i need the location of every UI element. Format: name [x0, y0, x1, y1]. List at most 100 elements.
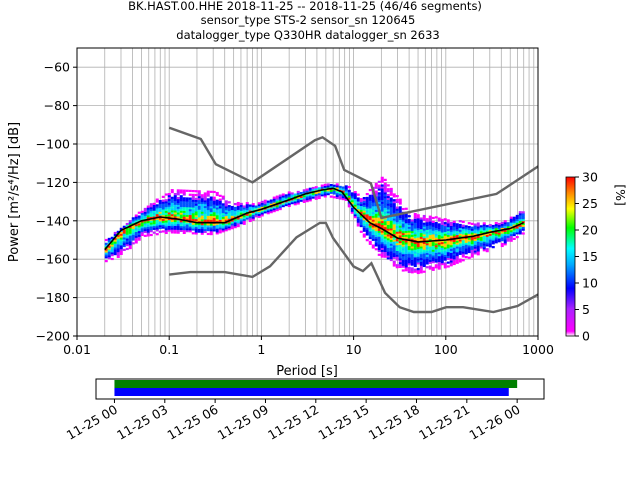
heatmap-cell [377, 215, 381, 218]
heatmap-cell [233, 220, 237, 223]
heatmap-cell [152, 204, 156, 207]
heatmap-cell [407, 245, 411, 249]
heatmap-cell [167, 202, 171, 205]
heatmap-cell [278, 207, 282, 211]
heatmap-cell [212, 198, 216, 201]
heatmap-cell [293, 201, 297, 204]
heatmap-cell [182, 231, 186, 235]
heatmap-cell [431, 255, 435, 258]
heatmap-cell [512, 232, 516, 235]
heatmap-cell [236, 213, 240, 216]
heatmap-cell [158, 223, 162, 226]
heatmap-cell [161, 199, 165, 202]
heatmap-cell [500, 235, 504, 238]
heatmap-cell [446, 225, 450, 228]
heatmap-cell [425, 246, 429, 250]
heatmap-cell [134, 216, 138, 219]
heatmap-cell [155, 210, 159, 213]
heatmap-cell [194, 222, 198, 225]
heatmap-cell [230, 227, 234, 230]
heatmap-cell [188, 216, 192, 219]
heatmap-cell [140, 224, 144, 227]
heatmap-cell [242, 220, 246, 223]
heatmap-cell [509, 239, 513, 242]
heatmap-cell [476, 239, 480, 242]
heatmap-cell [380, 251, 384, 254]
heatmap-cell [368, 219, 372, 222]
heatmap-cell [362, 233, 366, 236]
heatmap-cell [200, 232, 204, 235]
heatmap-cell [368, 202, 372, 205]
heatmap-cell [428, 229, 432, 232]
heatmap-cell [242, 211, 246, 214]
heatmap-cell [353, 214, 357, 217]
heatmap-cell [239, 208, 243, 211]
heatmap-cell [485, 242, 489, 245]
heatmap-cell [308, 189, 312, 192]
heatmap-cell [170, 210, 174, 213]
heatmap-cell [386, 236, 390, 239]
heatmap-cell [413, 251, 417, 254]
heatmap-cell [392, 218, 396, 221]
heatmap-cell [194, 213, 198, 216]
heatmap-cell [455, 244, 459, 247]
heatmap-cell [182, 197, 186, 200]
heatmap-cell [209, 209, 213, 213]
heatmap-cell [374, 211, 378, 214]
heatmap-cell [221, 230, 225, 233]
heatmap-cell [398, 254, 402, 257]
heatmap-cell [434, 250, 438, 254]
noise-model-nhnm [168, 126, 538, 220]
heatmap-cell [290, 200, 294, 203]
heatmap-cell [284, 194, 288, 197]
heatmap-cell [401, 215, 405, 218]
heatmap-cell [305, 190, 309, 193]
heatmap-cell [212, 229, 216, 232]
heatmap-cell [443, 256, 447, 259]
heatmap-cell [176, 200, 180, 204]
heatmap-cell [518, 211, 522, 214]
heatmap-cell [206, 204, 210, 207]
heatmap-cell [443, 250, 447, 254]
heatmap-cell [161, 220, 165, 223]
heatmap-cell [362, 220, 366, 223]
heatmap-cell [395, 216, 399, 219]
heatmap-cell [140, 220, 144, 223]
heatmap-cell [134, 239, 138, 242]
heatmap-cell [407, 268, 411, 272]
heatmap-cell [230, 213, 234, 216]
heatmap-cell [167, 204, 171, 207]
heatmap-cell [374, 182, 378, 186]
heatmap-cell [203, 207, 207, 210]
heatmap-cell [425, 227, 429, 230]
heatmap-cell [365, 223, 369, 226]
heatmap-cell [380, 224, 384, 227]
heatmap-cell [506, 233, 510, 236]
heatmap-cell [185, 208, 189, 212]
heatmap-cell [368, 210, 372, 213]
heatmap-cell [143, 228, 147, 232]
heatmap-cell [185, 205, 189, 208]
heatmap-cell [362, 212, 366, 215]
heatmap-cell [449, 241, 453, 244]
heatmap-cell [443, 229, 447, 232]
heatmap-cell [416, 214, 420, 217]
heatmap-cell [404, 223, 408, 226]
heatmap-cell [173, 198, 177, 201]
heatmap-cell [389, 245, 393, 248]
heatmap-cell [209, 215, 213, 218]
heatmap-cell [440, 249, 444, 252]
heatmap-cell [392, 193, 396, 196]
heatmap-cell [182, 220, 186, 223]
heatmap-cell [308, 197, 312, 200]
heatmap-cell [506, 224, 510, 227]
heatmap-cell [122, 229, 126, 232]
heatmap-cell [440, 228, 444, 231]
heatmap-cell [146, 222, 150, 226]
heatmap-cell [164, 193, 168, 196]
heatmap-cell [308, 195, 312, 198]
heatmap-cell [521, 213, 525, 216]
heatmap-cell [404, 217, 408, 220]
datalogger-subtitle: datalogger_type Q330HR datalogger_sn 263… [176, 28, 439, 42]
heatmap-cell [395, 195, 399, 198]
